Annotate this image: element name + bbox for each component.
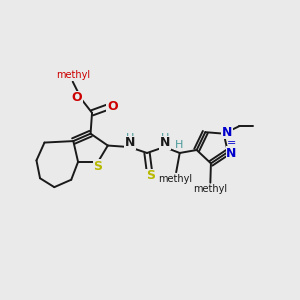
Text: N: N <box>222 126 232 139</box>
Text: S: S <box>146 169 155 182</box>
Text: methyl: methyl <box>158 174 192 184</box>
Text: methyl: methyl <box>193 184 227 194</box>
Text: O: O <box>107 100 118 112</box>
Text: N: N <box>124 136 135 149</box>
Text: =: = <box>226 138 236 148</box>
Text: methyl: methyl <box>56 70 90 80</box>
Text: S: S <box>94 160 103 172</box>
Text: O: O <box>72 92 82 104</box>
Text: H: H <box>175 140 183 150</box>
Text: N: N <box>160 136 170 149</box>
Text: H: H <box>126 133 134 143</box>
Text: N: N <box>226 147 237 160</box>
Text: H: H <box>161 133 169 143</box>
